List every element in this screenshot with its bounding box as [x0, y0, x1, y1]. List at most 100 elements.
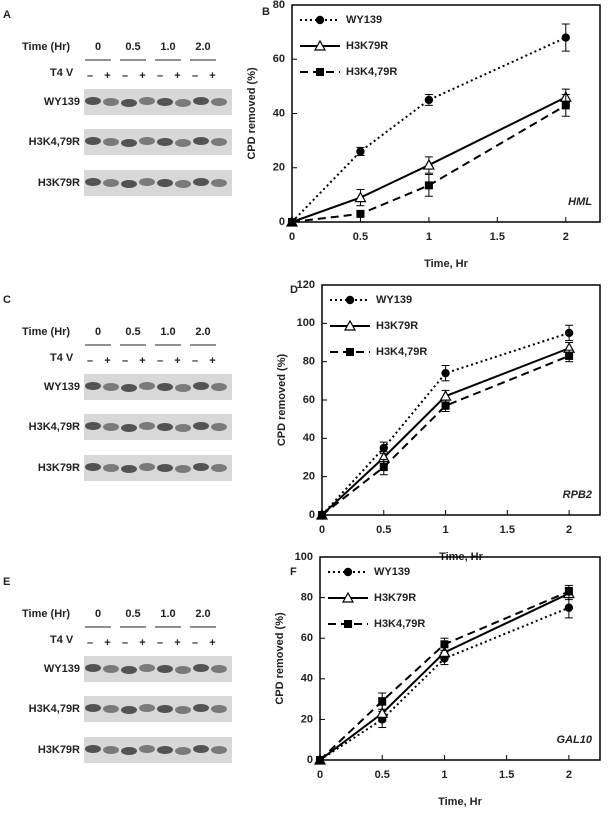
blot-band	[211, 138, 227, 146]
y-tick-label: 80	[301, 592, 313, 604]
data-point	[561, 101, 570, 110]
blot-band	[157, 665, 173, 673]
treatment-sign: –	[122, 637, 128, 649]
legend-marker	[346, 348, 354, 356]
x-tick-label: 0.5	[353, 231, 368, 243]
legend-label: H3K79R	[376, 320, 418, 332]
legend-marker	[313, 39, 327, 51]
y-tick-label: 20	[301, 713, 313, 725]
blot-band	[211, 383, 227, 391]
row-label: H3K4,79R	[29, 703, 80, 715]
data-point	[441, 368, 450, 378]
treatment-sign: –	[122, 70, 128, 82]
blot-band	[103, 423, 119, 431]
series-line	[321, 331, 570, 516]
x-axis-label: Time, Hr	[424, 258, 469, 270]
blot-band	[193, 422, 209, 430]
treatment-sign: –	[87, 70, 93, 82]
treatment-sign: +	[139, 70, 145, 82]
blot-band	[193, 137, 209, 145]
blot-band	[139, 422, 155, 430]
row-label: H3K79R	[38, 177, 80, 189]
y-tick-label: 100	[295, 551, 313, 563]
blot-band	[103, 665, 119, 673]
panel-letter: F	[290, 566, 297, 578]
blot-band	[193, 463, 209, 471]
legend-label: H3K79R	[346, 40, 388, 52]
data-point	[565, 351, 574, 360]
row-label: H3K4,79R	[29, 136, 80, 148]
row-label: H3K79R	[38, 462, 80, 474]
row-label: H3K79R	[38, 744, 80, 756]
legend-marker	[345, 295, 355, 305]
blot-band	[139, 664, 155, 672]
blot-band	[211, 746, 227, 754]
blot-band	[121, 99, 137, 107]
row-label: WY139	[44, 96, 80, 108]
blot-band	[85, 422, 101, 430]
row-label: WY139	[44, 663, 80, 675]
x-tick-label: 1	[442, 524, 448, 536]
blot-band	[121, 384, 137, 392]
treatment-sign: –	[192, 70, 198, 82]
plot-frame	[319, 556, 601, 761]
blot-band	[121, 706, 137, 714]
legend-marker	[344, 620, 352, 628]
blot-band	[85, 463, 101, 471]
blot-band	[175, 465, 191, 473]
blot-band	[157, 179, 173, 187]
treatment-sign: +	[174, 637, 180, 649]
y-tick-label: 20	[303, 471, 315, 483]
treatment-sign: +	[139, 637, 145, 649]
time-value: 0	[95, 41, 101, 53]
treatment-sign: +	[104, 355, 110, 367]
time-value: 2.0	[195, 608, 210, 620]
treatment-sign: –	[157, 70, 163, 82]
treatment-sign: +	[139, 355, 145, 367]
blot-band	[85, 137, 101, 145]
series-line	[319, 606, 570, 761]
blot-band	[175, 384, 191, 392]
y-axis-label: CPD removed (%)	[276, 354, 288, 447]
data-point	[356, 147, 365, 156]
treatment-label: T4 V	[50, 634, 74, 646]
y-tick-label: 120	[297, 279, 315, 291]
series-line	[291, 96, 567, 223]
legend-label: WY139	[374, 566, 410, 578]
x-tick-label: 2	[566, 769, 572, 781]
panel-letter: A	[3, 9, 11, 21]
blot-band	[121, 747, 137, 755]
legend-marker	[343, 567, 353, 577]
y-tick-label: 60	[273, 53, 285, 65]
blot-band	[85, 664, 101, 672]
legend-marker	[315, 15, 325, 25]
series-line	[319, 592, 570, 761]
blot-band	[85, 97, 101, 105]
time-label: Time (Hr)	[22, 608, 70, 620]
blot-band	[211, 423, 227, 431]
legend-label: H3K4,79R	[374, 618, 425, 630]
x-axis-label: Time, Hr	[438, 796, 483, 808]
data-point	[561, 33, 570, 42]
annotation: RPB2	[563, 489, 592, 501]
blot-band	[139, 97, 155, 105]
blot-band	[193, 178, 209, 186]
legend-marker	[341, 591, 355, 603]
data-point	[422, 158, 435, 170]
treatment-label: T4 V	[50, 352, 74, 364]
annotation: GAL10	[557, 734, 593, 746]
time-value: 2.0	[195, 41, 210, 53]
x-tick-label: 2	[566, 524, 572, 536]
blot-band	[103, 464, 119, 472]
blot-band	[211, 705, 227, 713]
treatment-sign: +	[104, 70, 110, 82]
series-line	[291, 36, 567, 223]
treatment-sign: –	[122, 355, 128, 367]
time-value: 2.0	[195, 326, 210, 338]
panel-letter: E	[3, 576, 10, 588]
legend-label: WY139	[376, 294, 412, 306]
data-point	[564, 603, 574, 612]
y-tick-label: 80	[303, 356, 315, 368]
y-tick-label: 0	[307, 754, 313, 766]
